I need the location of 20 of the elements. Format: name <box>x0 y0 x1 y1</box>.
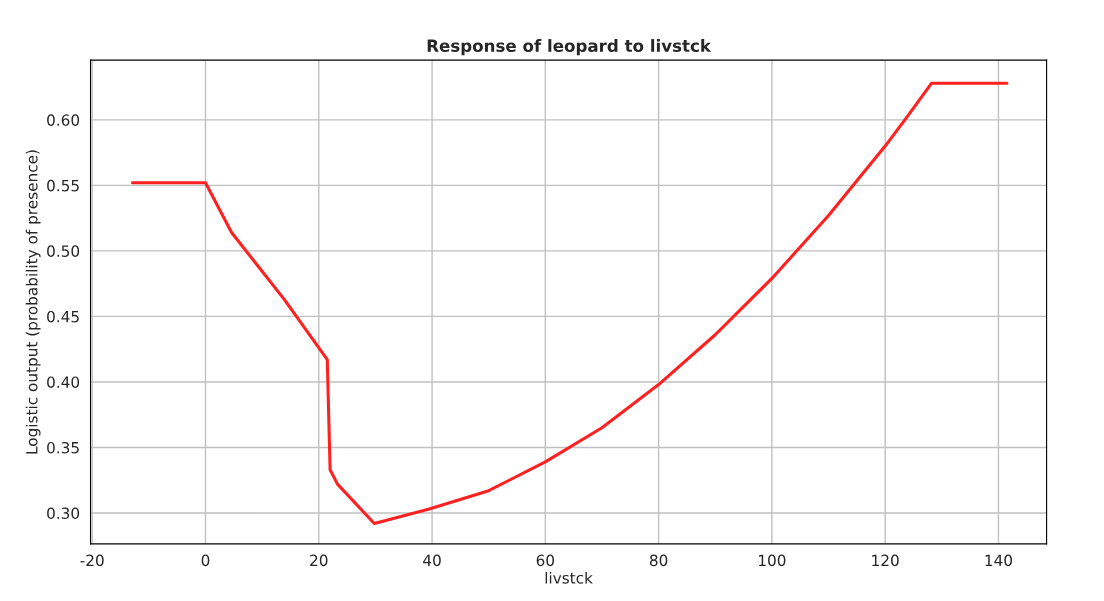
y-tick-label: 0.35 <box>47 441 79 454</box>
y-tick-label: 0.50 <box>47 245 80 257</box>
y-tick-label: 0.60 <box>47 114 80 126</box>
y-tick-label: 0.40 <box>47 376 80 388</box>
x-tick-label: 20 <box>310 554 328 567</box>
y-tick-label: 0.30 <box>47 507 80 519</box>
x-tick-label: 60 <box>536 554 555 567</box>
y-axis-title: Logistic output (probability of presence) <box>25 150 41 454</box>
x-tick-label: 80 <box>649 554 668 567</box>
x-tick-label: 40 <box>423 554 441 567</box>
chart-title: Response of leopard to livstck <box>427 39 712 56</box>
x-tick-label: 120 <box>872 554 899 567</box>
x-tick-label: 0 <box>201 554 210 567</box>
x-tick-label: -20 <box>80 554 104 567</box>
y-tick-label: 0.45 <box>47 310 79 323</box>
y-tick-label: 0.55 <box>47 179 79 192</box>
x-tick-label: 100 <box>758 554 786 567</box>
x-tick-label: 140 <box>985 554 1013 567</box>
x-axis-title: livstck <box>545 571 593 584</box>
line-series <box>130 81 1009 525</box>
